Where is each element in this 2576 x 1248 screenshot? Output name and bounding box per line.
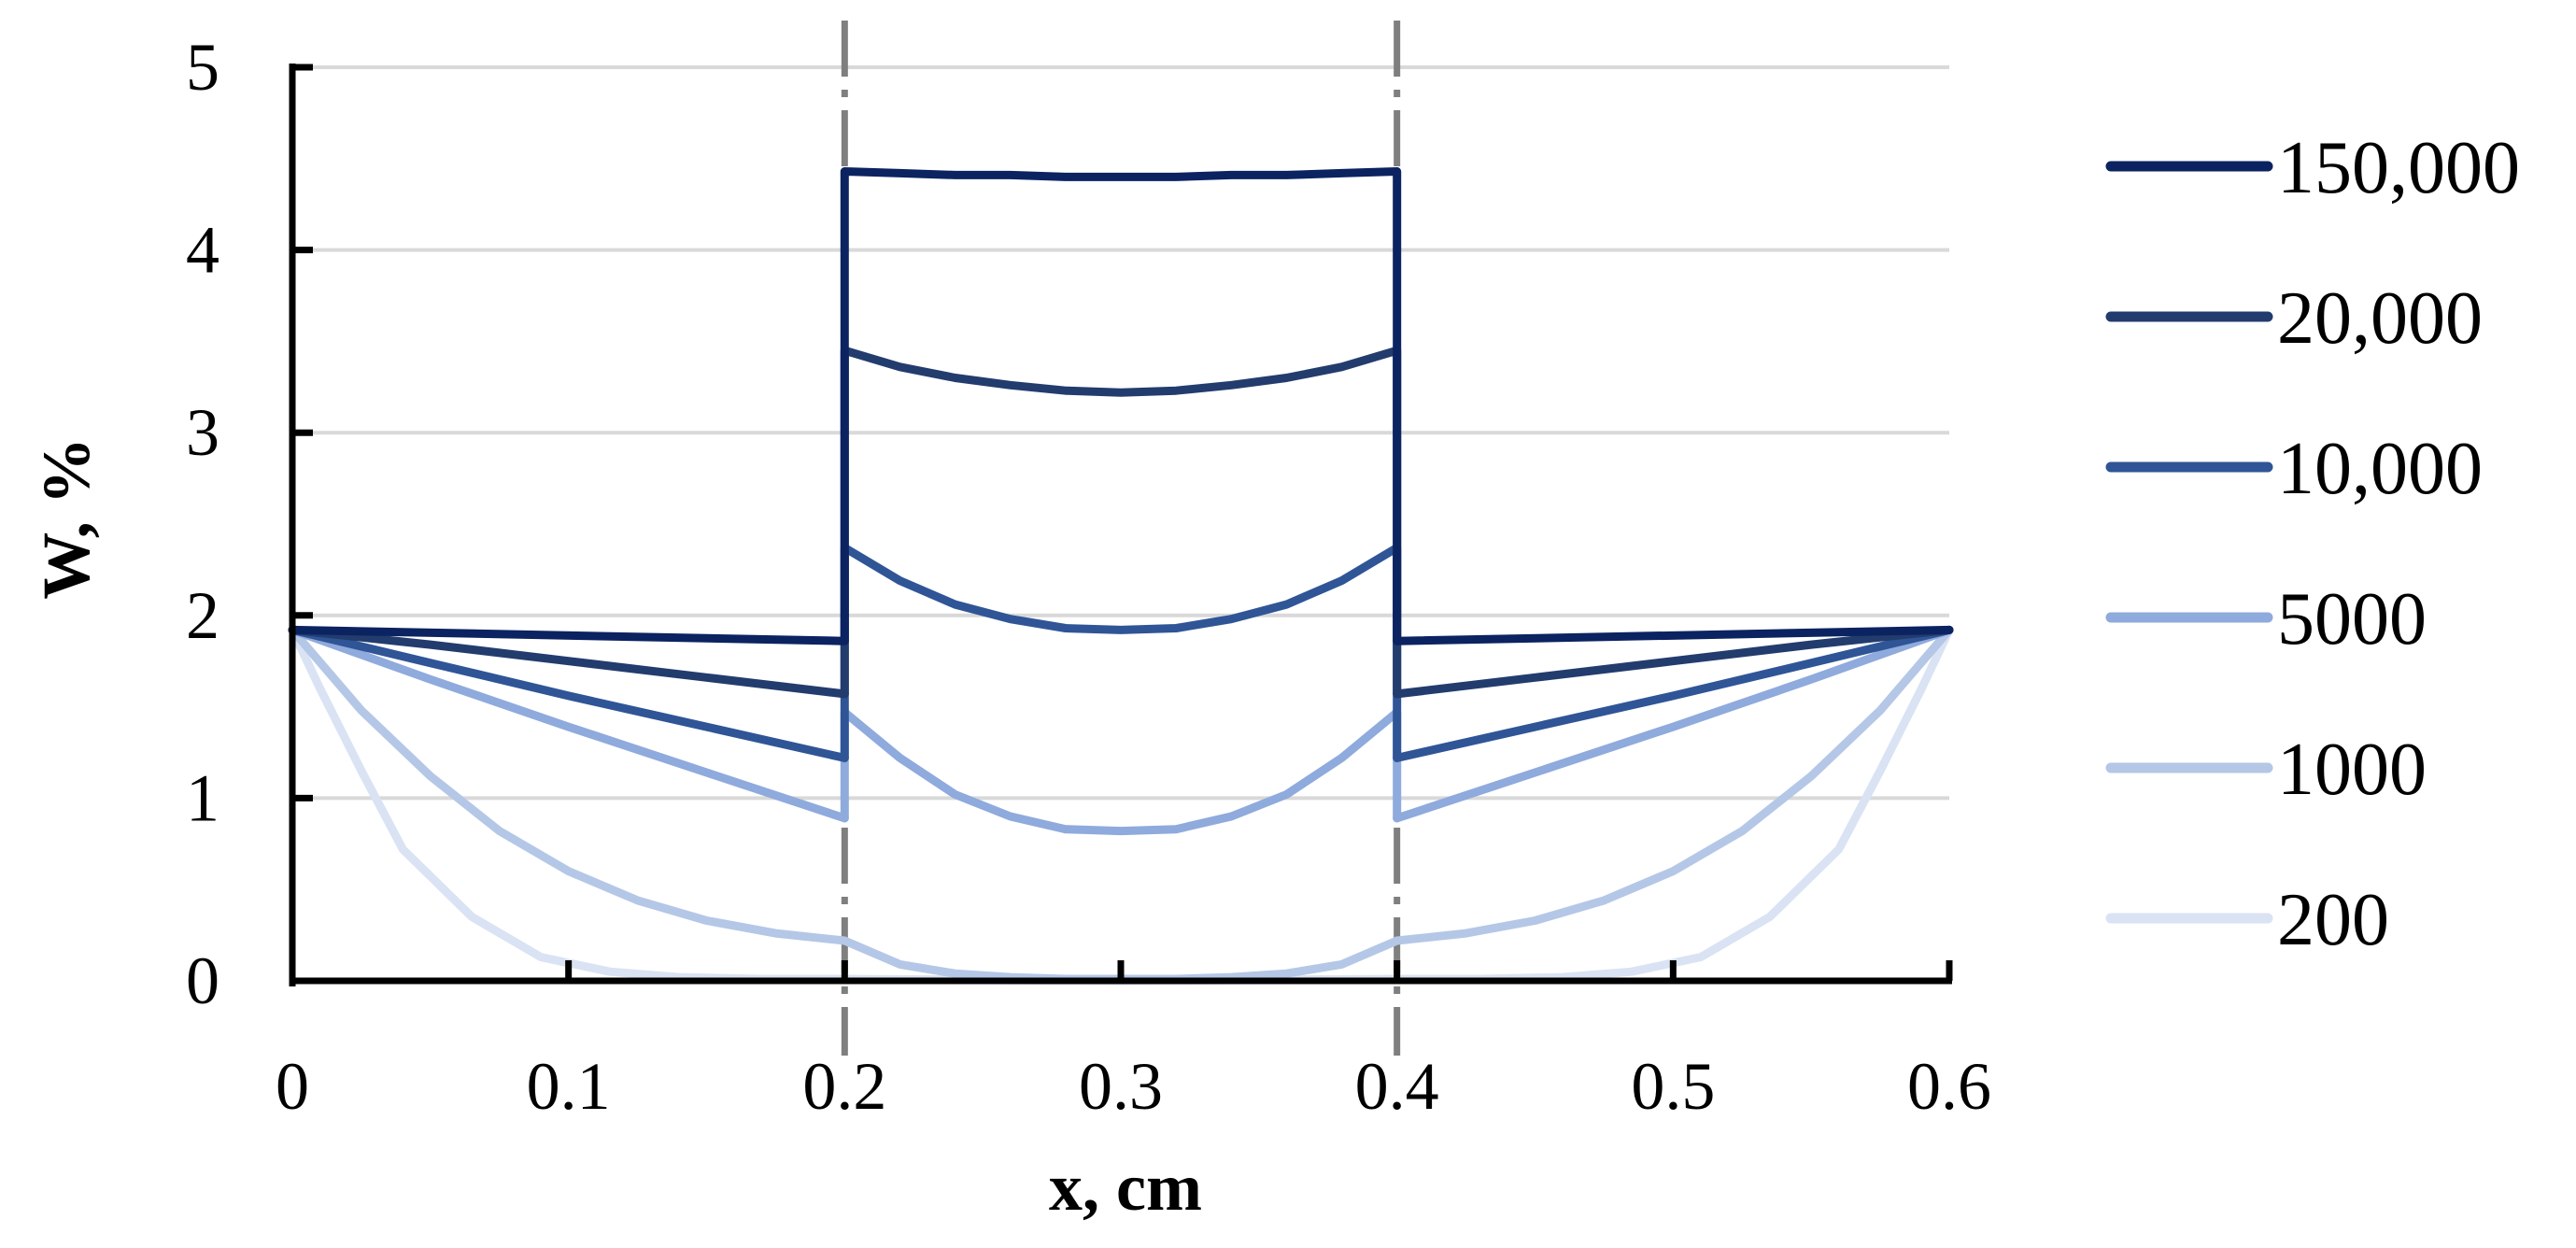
y-tick-label-5: 5: [186, 30, 219, 105]
legend-item-1000: 1000: [2105, 729, 2427, 811]
series-10000: [288, 543, 1954, 762]
x-tick-label-0.4: 0.4: [1355, 1049, 1439, 1124]
series-line-10000-3: [1393, 625, 1954, 762]
x-tick-label-0.2: 0.2: [802, 1049, 886, 1124]
legend-label-1000: 1000: [2277, 729, 2427, 811]
data-series: [288, 167, 1954, 986]
y-tick-label-3: 3: [186, 395, 219, 470]
tick-labels: 0 1 2 3 4 5 0 0.1 0.2 0.3 0.4 0.5 0.6: [186, 30, 1991, 1124]
legend: 150,000 20,000 10,000 5000 1000 200: [2105, 127, 2520, 961]
series-200: [288, 625, 1954, 986]
x-tick-label-0.6: 0.6: [1907, 1049, 1991, 1124]
legend-label-10000: 10,000: [2277, 428, 2483, 510]
series-150000: [288, 167, 1954, 645]
y-tick-label-4: 4: [186, 213, 219, 288]
series-line-5000-3: [1393, 625, 1954, 823]
series-line-20000-2: [840, 346, 1402, 699]
series-line-1000-3: [1393, 625, 1954, 945]
series-line-5000-2: [840, 708, 1402, 836]
gridlines: [292, 65, 1949, 801]
legend-label-20000: 20,000: [2277, 277, 2483, 360]
series-1000: [288, 625, 1954, 984]
series-line-20000-1: [288, 625, 849, 699]
axes: [289, 64, 1953, 986]
x-axis-title: x, cm: [1049, 1150, 1202, 1225]
legend-item-200: 200: [2105, 879, 2389, 961]
x-tick-label-0: 0: [276, 1049, 309, 1124]
series-line-150000-3: [1393, 625, 1954, 645]
legend-label-150000: 150,000: [2277, 127, 2520, 209]
y-tick-label-0: 0: [186, 943, 219, 1018]
series-20000: [288, 346, 1954, 699]
series-5000: [288, 625, 1954, 836]
series-line-1000-1: [288, 625, 849, 945]
y-tick-label-2: 2: [186, 578, 219, 653]
x-tick-label-0.5: 0.5: [1631, 1049, 1715, 1124]
series-line-10000-1: [288, 625, 849, 762]
series-line-150000-2: [840, 167, 1402, 645]
series-line-150000-1: [288, 625, 849, 645]
legend-item-10000: 10,000: [2105, 428, 2483, 510]
y-tick-label-1: 1: [186, 760, 219, 835]
series-line-5000-1: [288, 625, 849, 823]
series-line-10000-2: [840, 543, 1402, 762]
x-tick-label-0.3: 0.3: [1079, 1049, 1163, 1124]
x-tick-label-0.1: 0.1: [527, 1049, 611, 1124]
y-axis-title: W, %: [29, 437, 104, 599]
legend-item-150000: 150,000: [2105, 127, 2520, 209]
series-line-20000-3: [1393, 625, 1954, 699]
legend-label-5000: 5000: [2277, 578, 2427, 660]
legend-item-20000: 20,000: [2105, 277, 2483, 360]
legend-item-5000: 5000: [2105, 578, 2427, 660]
legend-label-200: 200: [2277, 879, 2389, 961]
